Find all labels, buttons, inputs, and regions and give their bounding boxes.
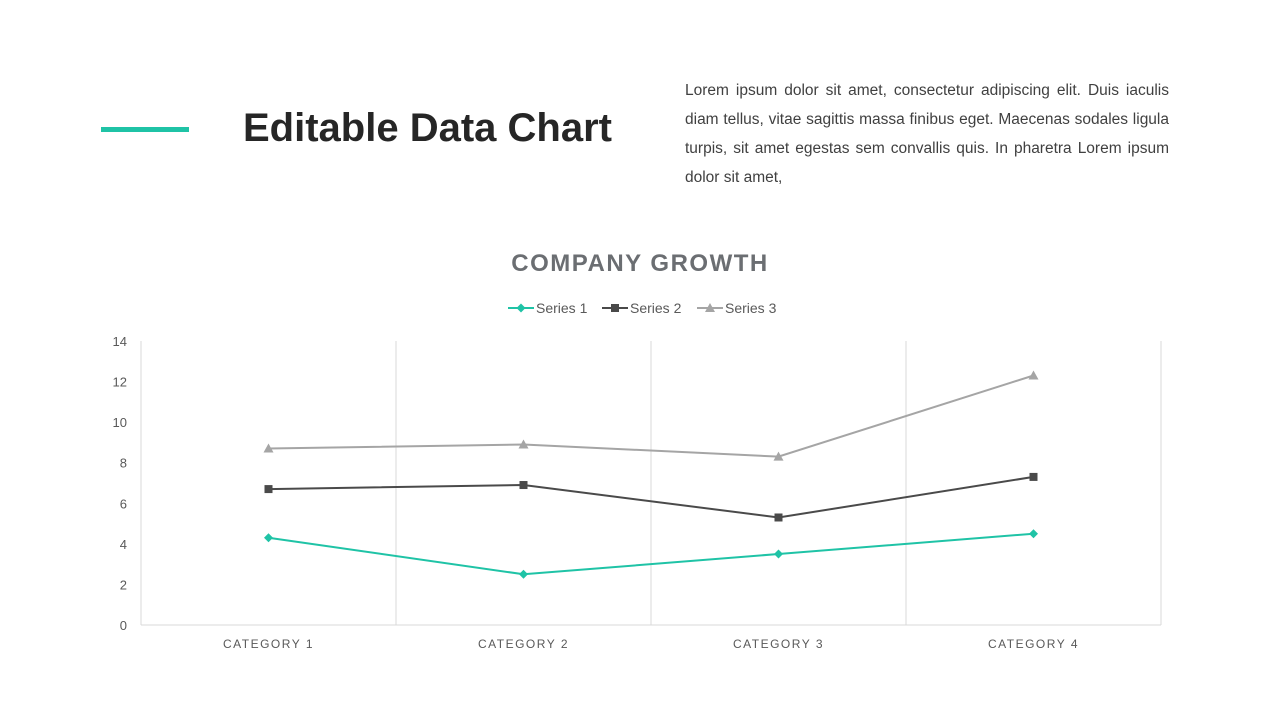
- y-tick-label: 8: [120, 456, 127, 471]
- y-tick-label: 2: [120, 577, 127, 592]
- series-1-point: [264, 533, 273, 543]
- y-tick-label: 12: [113, 375, 127, 390]
- y-tick-label: 0: [120, 618, 127, 633]
- series-3-point: [263, 443, 274, 453]
- y-tick-label: 10: [113, 415, 127, 430]
- series-1-point: [774, 549, 783, 559]
- series-1-line: [268, 532, 1034, 576]
- x-tick-label: CATEGORY 3: [733, 637, 824, 651]
- y-tick-label: 14: [113, 334, 127, 349]
- legend-marker: [611, 304, 619, 312]
- series-1-point: [519, 569, 528, 579]
- legend-label: Series 3: [725, 300, 777, 316]
- series-3-point: [518, 439, 529, 449]
- body-text: Lorem ipsum dolor sit amet, consectetur …: [685, 82, 1169, 186]
- series-2-point: [264, 485, 273, 494]
- y-tick-label: 4: [120, 537, 127, 552]
- page-title: Editable Data Chart: [243, 106, 612, 150]
- legend-label: Series 1: [536, 300, 588, 316]
- series-2-point: [519, 481, 528, 490]
- series-2-line: [268, 475, 1034, 519]
- series-3-point: [773, 451, 784, 461]
- y-tick-label: 6: [120, 496, 127, 511]
- legend-marker: [705, 303, 715, 312]
- title-accent-bar: [101, 127, 189, 132]
- x-tick-label: CATEGORY 1: [223, 637, 314, 651]
- series-2-point: [774, 513, 783, 522]
- series-2-point: [1029, 472, 1038, 481]
- x-tick-label: CATEGORY 4: [988, 637, 1079, 651]
- chart-title: COMPANY GROWTH: [511, 250, 769, 277]
- series-3-point: [1028, 370, 1039, 380]
- series-3-line: [268, 374, 1034, 458]
- legend-marker: [516, 303, 526, 313]
- legend-label: Series 2: [630, 300, 682, 316]
- x-tick-label: CATEGORY 2: [478, 637, 569, 651]
- series-1-point: [1029, 529, 1038, 539]
